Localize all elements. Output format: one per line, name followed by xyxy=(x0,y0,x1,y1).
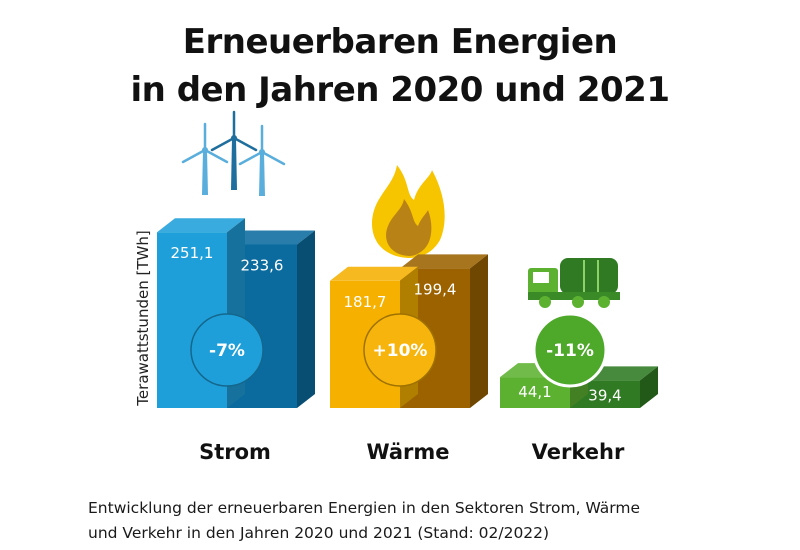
bars-layer: 251,1 233,6 -7% 181,7 199,4 +10% 44,1 39,4 -11% xyxy=(157,218,658,408)
tanker-truck-icon xyxy=(528,258,620,308)
change-circle-1 xyxy=(363,313,437,387)
caption-line-1: Entwicklung der erneuerbaren Energien in… xyxy=(88,499,641,517)
value-label-2020-2: 44,1 xyxy=(518,383,551,401)
chart-title-line-1: Erneuerbaren Energien xyxy=(182,22,618,62)
change-label-1: +10% xyxy=(373,341,428,361)
change-circle-2 xyxy=(532,312,608,388)
change-circle-0 xyxy=(190,313,264,387)
category-label-0: Strom xyxy=(199,440,271,464)
value-label-2020-1: 181,7 xyxy=(344,293,387,311)
category-labels: Strom Wärme Verkehr xyxy=(199,440,625,464)
value-label-2020-0: 251,1 xyxy=(171,244,214,262)
flame-icon xyxy=(371,165,445,258)
value-label-2021-1: 199,4 xyxy=(414,280,457,298)
chart-title-line-2: in den Jahren 2020 und 2021 xyxy=(130,70,670,110)
category-label-1: Wärme xyxy=(366,440,449,464)
icons-layer xyxy=(181,110,620,308)
change-label-0: -7% xyxy=(209,341,245,361)
category-label-2: Verkehr xyxy=(532,440,625,464)
y-axis-label: Terawattstunden [TWh] xyxy=(134,230,152,406)
change-label-2: -11% xyxy=(546,341,594,361)
wind-turbines-icon xyxy=(181,110,286,196)
caption-line-2: und Verkehr in den Jahren 2020 und 2021 … xyxy=(88,524,550,542)
value-label-2021-2: 39,4 xyxy=(588,386,621,404)
value-label-2021-0: 233,6 xyxy=(241,256,284,274)
